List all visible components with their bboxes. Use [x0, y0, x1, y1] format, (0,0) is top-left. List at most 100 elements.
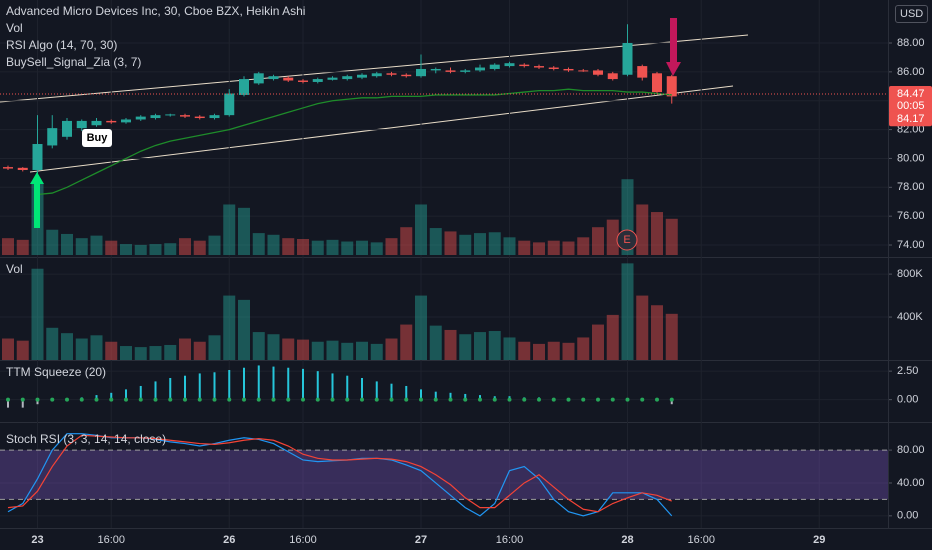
candle-body — [165, 114, 176, 116]
squeeze-dot — [271, 397, 276, 402]
candle-body — [489, 64, 500, 69]
pane-title: Stoch RSI (3, 3, 14, 14, close) — [6, 432, 167, 446]
volume-overlay-bar — [282, 238, 295, 255]
squeeze-dot — [286, 397, 291, 402]
volume-overlay-bar — [149, 244, 162, 255]
candle-body — [445, 70, 456, 72]
candle-body — [224, 93, 235, 116]
squeeze-dot — [94, 397, 99, 402]
volume-bar — [400, 324, 413, 360]
y-tick-label: 88.00 — [897, 37, 925, 49]
volume-overlay-bar — [252, 233, 265, 255]
squeeze-dot — [242, 397, 246, 402]
squeeze-dot — [168, 397, 173, 402]
y-tick-label: 400K — [897, 311, 923, 323]
squeeze-dot — [20, 397, 25, 402]
buy-arrow — [30, 172, 44, 228]
volume-overlay-bar — [105, 240, 118, 255]
volume-bar — [105, 341, 118, 360]
squeeze-dot — [360, 397, 364, 402]
candle-body — [504, 63, 515, 67]
candle-body — [209, 115, 220, 119]
squeeze-dot — [124, 397, 128, 402]
x-tick-label: 23 — [31, 534, 43, 546]
candle-body — [563, 68, 574, 71]
volume-overlay-bar — [193, 240, 206, 255]
candle-body — [32, 144, 43, 170]
squeeze-dot — [537, 397, 541, 402]
volume-bar — [326, 340, 339, 360]
volume-overlay-bar — [356, 240, 368, 255]
volume-bar — [252, 332, 265, 360]
volume-overlay-bar — [61, 233, 73, 255]
buy-label-box — [82, 129, 112, 147]
volume-bar — [46, 327, 59, 360]
candle-body — [430, 68, 441, 71]
squeeze-dot — [566, 397, 571, 402]
volume-overlay-bar — [297, 239, 309, 255]
x-tick-label: 26 — [223, 534, 235, 546]
volume-bar — [16, 340, 29, 360]
candle-body — [76, 120, 87, 129]
candle-body — [622, 43, 633, 75]
volume-overlay-bar — [90, 235, 103, 255]
volume-overlay-bar — [120, 244, 132, 255]
volume-overlay-bar — [651, 212, 663, 255]
volume-bar — [356, 341, 368, 360]
volume-bar — [621, 263, 634, 360]
x-tick-label: 16:00 — [687, 534, 715, 546]
last-price-label: 84.47 — [897, 88, 925, 100]
squeeze-dot — [478, 397, 482, 402]
volume-bar — [208, 335, 221, 360]
volume-bar — [297, 339, 309, 360]
candle-body — [17, 167, 28, 170]
squeeze-dot — [197, 397, 202, 402]
candle-body — [135, 116, 146, 120]
volume-overlay-bar — [459, 234, 472, 255]
x-tick-label: 16:00 — [496, 534, 524, 546]
candle-body — [460, 70, 471, 72]
volume-overlay-bar — [164, 243, 177, 255]
volume-bar — [459, 334, 472, 360]
candle-body — [534, 66, 544, 68]
candle-body — [386, 73, 397, 75]
level-label: 84.17 — [897, 113, 925, 125]
volume-overlay-bar — [606, 219, 619, 255]
volume-bar — [282, 338, 295, 360]
volume-bar — [75, 338, 88, 360]
chart-title: Advanced Micro Devices Inc, 30, Cboe BZX… — [6, 4, 306, 18]
squeeze-dot — [551, 397, 556, 402]
y-tick-label: 76.00 — [897, 210, 925, 222]
volume-overlay-bar — [533, 242, 545, 255]
candle-body — [194, 116, 205, 119]
volume-overlay-bar — [547, 240, 560, 255]
volume-overlay-bar — [415, 204, 427, 255]
candle-body — [593, 70, 603, 75]
price-label-box — [889, 85, 932, 114]
candle-body — [239, 79, 249, 95]
volume-bar — [311, 341, 324, 360]
squeeze-dot — [374, 397, 379, 402]
x-tick-label: 28 — [621, 534, 633, 546]
earnings-badge[interactable] — [616, 229, 638, 251]
volume-bar — [164, 344, 177, 360]
candle-body — [416, 68, 426, 77]
squeeze-dot — [610, 397, 615, 402]
squeeze-dot — [138, 397, 143, 402]
currency-button[interactable]: USD — [895, 5, 929, 23]
candle-body — [3, 167, 13, 169]
volume-bar — [120, 346, 132, 360]
candle-body — [357, 74, 367, 78]
squeeze-dot — [256, 397, 261, 402]
squeeze-dot — [301, 397, 305, 402]
volume-overlay-bar — [2, 238, 14, 255]
x-tick-label: 29 — [813, 534, 825, 546]
y-tick-label: 80.00 — [897, 444, 925, 456]
volume-overlay-bar — [444, 231, 457, 255]
candle-body — [548, 67, 559, 69]
volume-bar — [238, 299, 250, 360]
volume-overlay-bar — [636, 204, 649, 255]
volume-bar — [577, 337, 590, 360]
squeeze-dot — [212, 397, 217, 402]
